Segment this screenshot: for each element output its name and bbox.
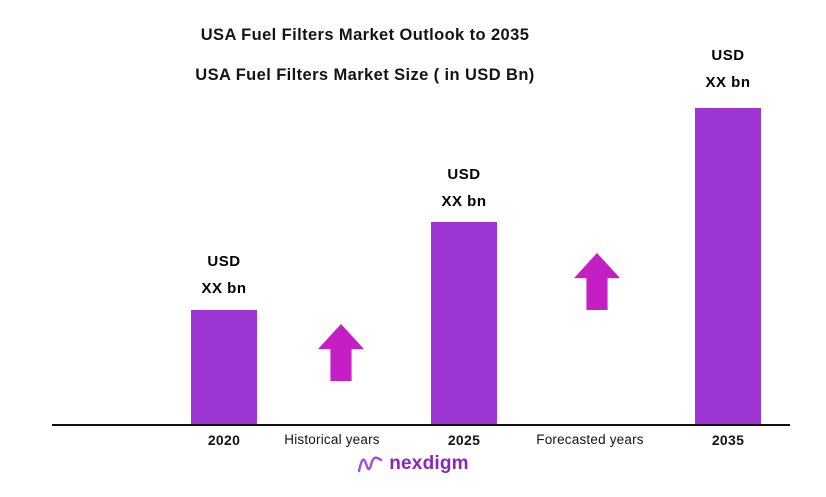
value-label-2020-line2: XX bn bbox=[201, 280, 247, 297]
chart-subtitle: USA Fuel Filters Market Size ( in USD Bn… bbox=[195, 66, 535, 84]
value-label-2020: USD XX bn bbox=[154, 248, 294, 302]
value-label-2035-line2: XX bn bbox=[705, 74, 751, 91]
value-label-2025: USD XX bn bbox=[394, 161, 534, 215]
bar-2025 bbox=[431, 222, 497, 424]
value-label-2035-line1: USD bbox=[711, 47, 745, 64]
value-label-2025-line1: USD bbox=[447, 166, 481, 183]
bar-2020 bbox=[191, 310, 257, 424]
value-label-2020-line1: USD bbox=[207, 253, 241, 270]
chart-title: USA Fuel Filters Market Outlook to 2035 bbox=[200, 26, 530, 44]
nexdigm-wave-icon bbox=[358, 456, 383, 473]
historical-years-label: Historical years bbox=[284, 432, 380, 447]
brand-name: nexdigm bbox=[389, 453, 469, 474]
value-label-2025-line2: XX bn bbox=[441, 193, 487, 210]
x-tick-2035: 2035 bbox=[711, 432, 745, 448]
forecasted-years-label: Forecasted years bbox=[536, 432, 644, 447]
x-tick-2025: 2025 bbox=[447, 432, 481, 448]
x-axis-line bbox=[52, 424, 790, 426]
brand-footer: nexdigm bbox=[0, 447, 826, 481]
up-arrow-historical-icon bbox=[318, 324, 364, 381]
value-label-2035: USD XX bn bbox=[658, 42, 798, 96]
x-tick-2020: 2020 bbox=[207, 432, 241, 448]
bar-2035 bbox=[695, 108, 761, 424]
up-arrow-forecasted-icon bbox=[574, 253, 620, 310]
